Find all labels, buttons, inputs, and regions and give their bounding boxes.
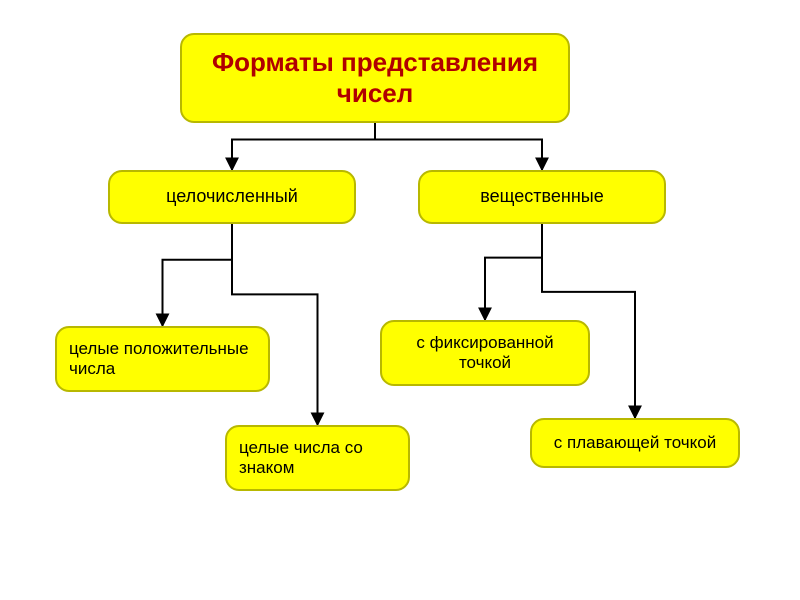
- node-pos: целые положительные числа: [55, 326, 270, 392]
- edge-int-pos: [163, 224, 233, 326]
- node-int: целочисленный: [108, 170, 356, 224]
- node-real-label: вещественные: [480, 186, 603, 208]
- edge-int-signed: [232, 224, 318, 425]
- node-int-label: целочисленный: [166, 186, 298, 208]
- node-real: вещественные: [418, 170, 666, 224]
- node-float: с плавающей точкой: [530, 418, 740, 468]
- edge-root-int: [232, 123, 375, 170]
- edge-root-real: [375, 123, 542, 170]
- node-fixed-label: с фиксированной точкой: [394, 333, 576, 374]
- node-float-label: с плавающей точкой: [554, 433, 716, 453]
- node-root: Форматы представления чисел: [180, 33, 570, 123]
- node-signed: целые числа со знаком: [225, 425, 410, 491]
- node-root-label: Форматы представления чисел: [194, 47, 556, 109]
- node-fixed: с фиксированной точкой: [380, 320, 590, 386]
- node-pos-label: целые положительные числа: [69, 339, 256, 380]
- edge-real-fixed: [485, 224, 542, 320]
- node-signed-label: целые числа со знаком: [239, 438, 396, 479]
